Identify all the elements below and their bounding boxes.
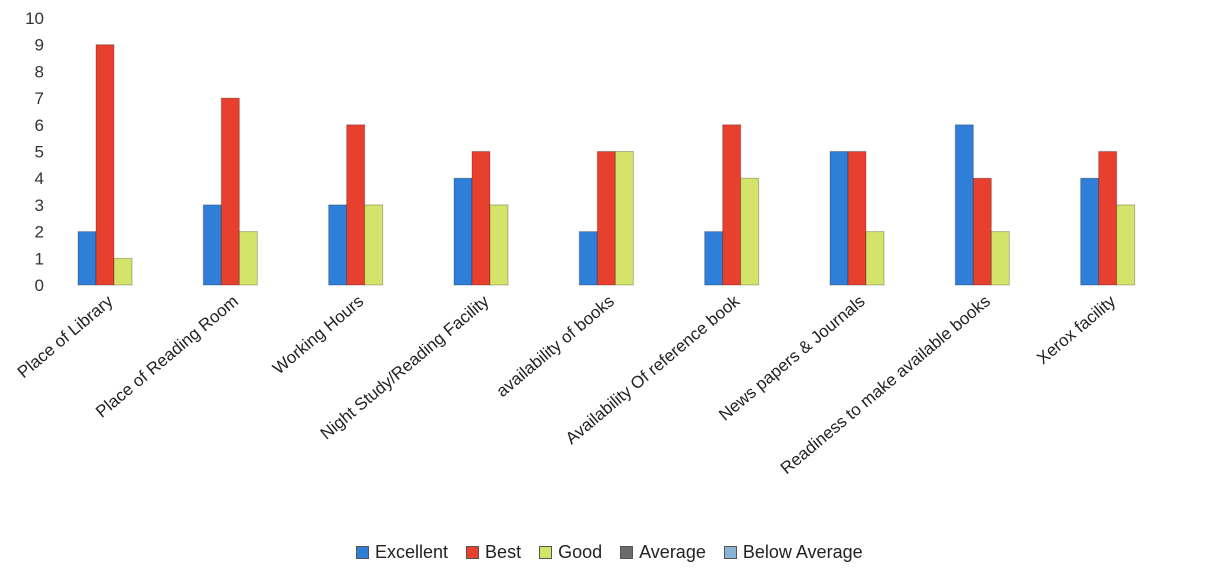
bar-good: [364, 204, 384, 286]
bar-best: [95, 44, 115, 286]
legend-item: Good: [539, 542, 602, 563]
legend: Excellent Best Good Average Below Average: [356, 542, 863, 563]
legend-swatch: [620, 546, 634, 559]
bar-excellent: [1080, 177, 1100, 286]
bar-best: [1098, 151, 1118, 286]
legend-label: Excellent: [375, 542, 449, 562]
legend-swatch: [539, 546, 553, 559]
x-category-label: Xerox facility: [1033, 291, 1119, 368]
bar-excellent: [77, 231, 97, 286]
bar-best: [847, 151, 867, 286]
y-tick-label: 9: [35, 36, 44, 55]
y-tick-label: 5: [35, 143, 44, 162]
bar-good: [990, 231, 1010, 286]
bar-excellent: [829, 151, 849, 286]
x-category-label: availability of books: [493, 292, 618, 401]
y-tick-label: 6: [35, 116, 44, 135]
y-tick-label: 8: [35, 62, 44, 81]
bar-best: [220, 97, 240, 286]
bar-excellent: [328, 204, 348, 286]
bar-good: [614, 151, 634, 286]
legend-swatch: [466, 546, 480, 559]
bar-good: [740, 177, 760, 286]
y-tick-label: 4: [35, 169, 44, 188]
bar-good: [489, 204, 509, 286]
bar-excellent: [954, 124, 974, 286]
bar-best: [972, 177, 992, 286]
x-category-label: Place of Reading Room: [92, 292, 242, 422]
bar-best: [346, 124, 366, 286]
legend-item: Excellent: [356, 542, 448, 563]
bar-best: [722, 124, 742, 286]
bar-excellent: [578, 231, 598, 286]
x-category-label: Readiness to make available books: [777, 292, 994, 478]
legend-label: Good: [558, 542, 603, 562]
legend-item: Average: [620, 542, 706, 563]
bar-best: [596, 151, 616, 286]
bar-excellent: [704, 231, 724, 286]
bar-excellent: [453, 177, 473, 286]
y-tick-label: 10: [25, 9, 44, 28]
legend-label: Average: [639, 542, 706, 562]
legend-item: Below Average: [723, 542, 863, 563]
x-category-label: Working Hours: [269, 292, 367, 379]
legend-swatch: [356, 546, 369, 559]
bar-best: [471, 151, 491, 286]
y-tick-label: 7: [35, 89, 44, 108]
y-tick-label: 3: [35, 196, 44, 215]
bar-good: [1116, 204, 1136, 286]
legend-swatch: [723, 546, 737, 559]
y-tick-label: 0: [35, 276, 44, 295]
bar-excellent: [202, 204, 222, 286]
legend-item: Best: [466, 542, 521, 563]
y-tick-label: 1: [35, 249, 44, 268]
x-category-label: Place of Library: [14, 291, 117, 382]
y-tick-label: 2: [35, 223, 44, 242]
legend-label: Below Average: [742, 542, 863, 562]
legend-label: Best: [485, 542, 522, 562]
bar-good: [113, 257, 133, 286]
bar-good: [238, 231, 258, 286]
bar-good: [865, 231, 885, 286]
